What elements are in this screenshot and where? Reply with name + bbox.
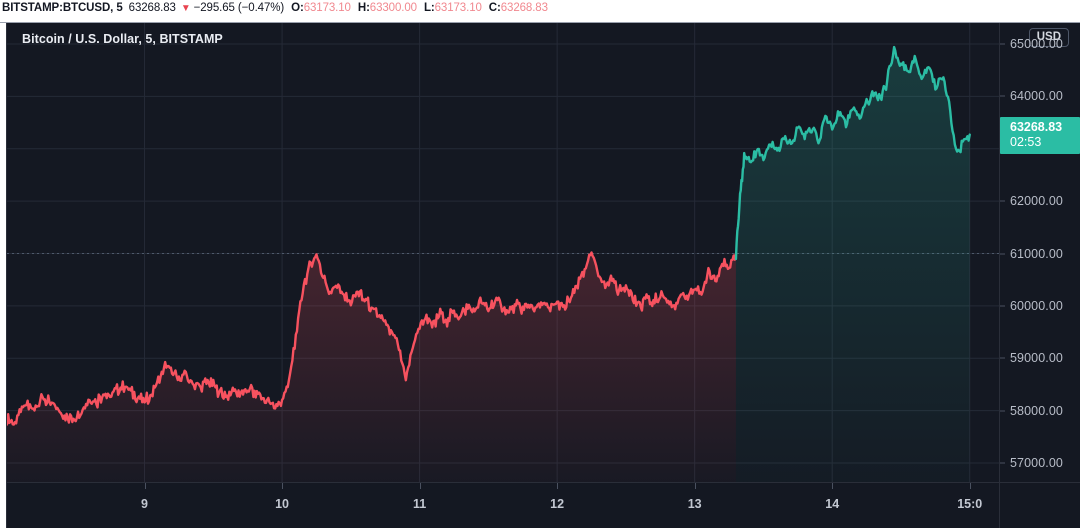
high-value: 63300.00 <box>369 2 417 14</box>
current-price-value: 63268.83 <box>1010 119 1063 134</box>
time-tick-mark <box>969 483 971 489</box>
time-tick-label: 11 <box>412 497 427 511</box>
price-down-arrow-icon: ▼ <box>180 3 191 14</box>
time-tick-mark <box>144 483 146 489</box>
left-rail <box>0 23 6 531</box>
time-tick-mark <box>832 483 834 489</box>
close-value: 63268.83 <box>500 2 548 14</box>
price-tick-mark <box>1000 43 1005 45</box>
time-axis[interactable]: 9 10 11 12 13 14 15:0 <box>7 482 1000 531</box>
time-tick-label: 13 <box>687 497 702 511</box>
price-tick-label: 58000.00 <box>1010 403 1063 418</box>
price-tick-mark <box>1000 357 1005 359</box>
low-label: L: <box>423 2 435 14</box>
price-tick-mark <box>1000 253 1005 254</box>
chart-pane[interactable]: Bitcoin / U.S. Dollar, 5, BITSTAMP <box>7 23 1000 531</box>
chart-source-title: Bitcoin / U.S. Dollar, 5, BITSTAMP <box>22 32 223 46</box>
bottom-strip <box>0 528 1080 531</box>
current-candle-countdown: 02:53 <box>1010 134 1042 149</box>
currency-unit-button[interactable]: USD <box>1028 28 1069 47</box>
time-tick-mark <box>282 483 284 489</box>
price-change: −295.65 (−0.47%) <box>193 2 285 14</box>
price-tick-label: 65000.00 <box>1010 36 1063 51</box>
current-price-tag: 63268.83 02:53 <box>1000 116 1080 154</box>
high-label: H: <box>357 2 370 14</box>
price-tick-mark <box>1000 410 1005 412</box>
price-tick-label: 64000.00 <box>1010 89 1063 104</box>
price-tick-label: 57000.00 <box>1010 456 1063 471</box>
price-tick-label: 62000.00 <box>1010 194 1063 209</box>
quote-legend-bar: BITSTAMP:BTCUSD, 5 63268.83 ▼ −295.65 (−… <box>0 0 1080 17</box>
low-value: 63173.10 <box>434 2 482 14</box>
time-tick-label: 12 <box>550 497 565 511</box>
price-tick-mark <box>1000 305 1005 307</box>
plot-area[interactable] <box>7 23 1000 484</box>
time-tick-label: 10 <box>275 497 290 511</box>
left-rail-edge <box>6 23 7 531</box>
price-tick-mark <box>1000 462 1005 464</box>
price-tick-mark <box>1000 95 1005 97</box>
time-tick-mark <box>557 483 559 489</box>
open-label: O: <box>291 2 304 14</box>
time-tick-mark <box>694 483 696 489</box>
price-tick-label: 59000.00 <box>1010 351 1063 366</box>
price-line-chart <box>7 23 1000 484</box>
time-tick-label: 14 <box>825 497 840 511</box>
price-axis[interactable]: USD 65000.00 64000.00 62000.00 61000.00 6000… <box>999 23 1080 531</box>
time-tick-mark <box>419 483 421 489</box>
open-value: 63173.10 <box>303 2 351 14</box>
chart-frame: Bitcoin / U.S. Dollar, 5, BITSTAMP USD 6… <box>0 22 1080 531</box>
last-price: 63268.83 <box>128 2 176 14</box>
time-tick-label: 15:0 <box>957 497 983 511</box>
price-tag-pointer-icon <box>995 130 1005 141</box>
symbol-label[interactable]: BITSTAMP:BTCUSD, 5 <box>2 2 123 14</box>
close-label: C: <box>488 2 501 14</box>
price-tick-mark <box>1000 200 1005 202</box>
price-tick-label: 61000.00 <box>1010 246 1063 261</box>
time-tick-label: 9 <box>141 497 149 511</box>
axis-corner <box>999 482 1080 531</box>
price-tick-label: 60000.00 <box>1010 298 1063 313</box>
